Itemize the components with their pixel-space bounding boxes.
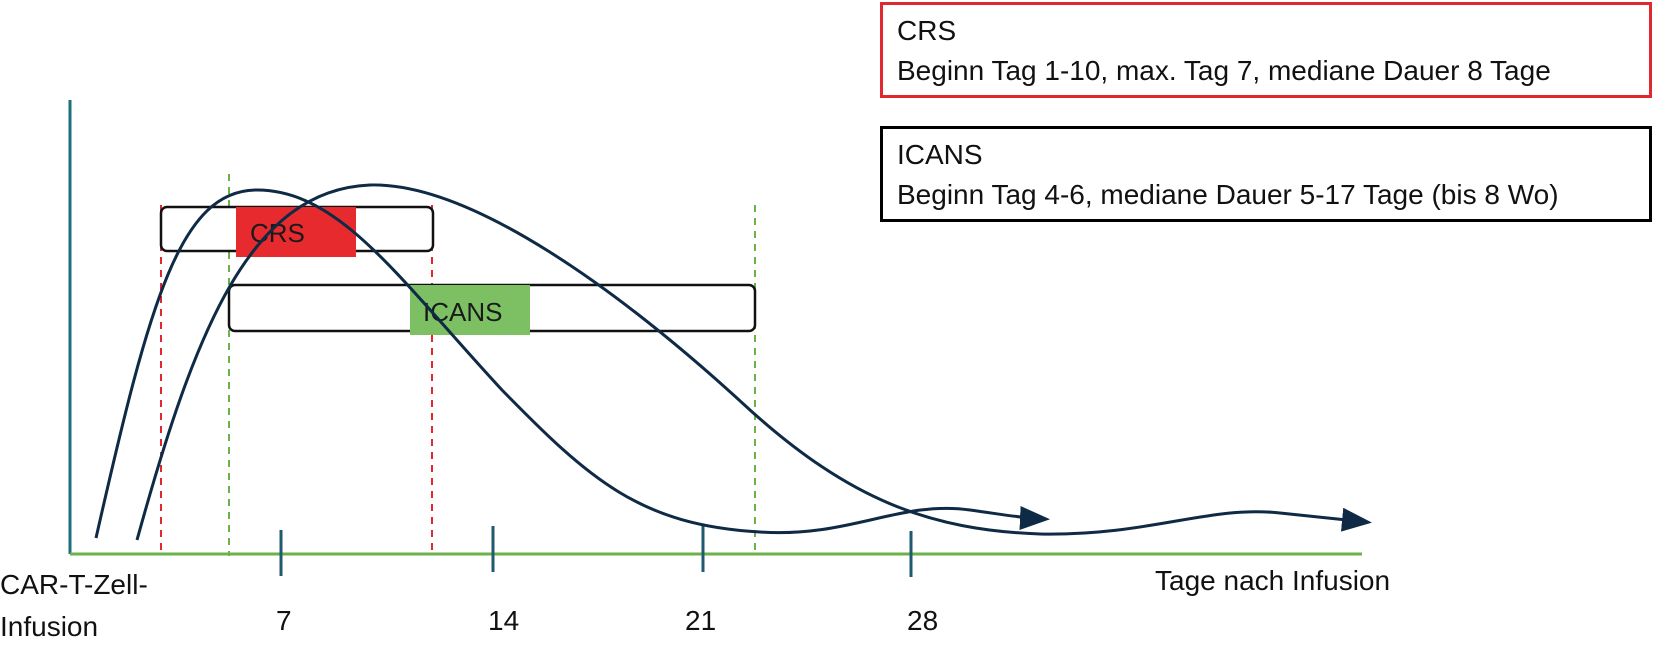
icans-curve (135, 183, 1372, 541)
tick-label-28: 28 (907, 605, 939, 636)
tick-label-14: 14 (488, 605, 520, 636)
legend-icans-box: ICANS Beginn Tag 4-6, mediane Dauer 5-17… (880, 126, 1652, 222)
legend-icans-text: Beginn Tag 4-6, mediane Dauer 5-17 Tage … (897, 179, 1559, 210)
legend-crs-title: CRS (897, 15, 957, 46)
tick-label-21: 21 (685, 605, 717, 636)
origin-label-line1: CAR-T-Zell- (0, 569, 148, 600)
crs-curve (94, 188, 1050, 539)
tick-label-7: 7 (276, 605, 292, 636)
x-axis-title: Tage nach Infusion (1155, 565, 1391, 596)
legend-crs-box: CRS Beginn Tag 1-10, max. Tag 7, mediane… (880, 2, 1652, 98)
legend-crs-text: Beginn Tag 1-10, max. Tag 7, mediane Dau… (897, 55, 1551, 86)
legend-icans-title: ICANS (897, 139, 983, 170)
origin-label-line2: Infusion (0, 611, 99, 642)
icans-bar-label: ICANS (423, 297, 502, 327)
